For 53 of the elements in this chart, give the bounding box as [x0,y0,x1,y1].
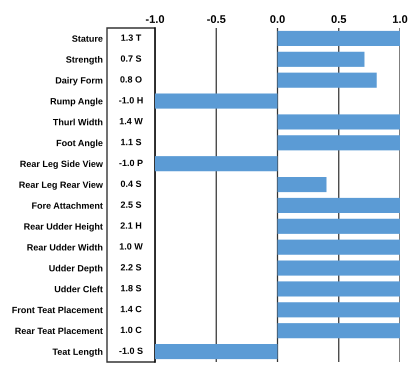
bar [278,114,400,130]
y-tick-label: Rear Udder Width [27,244,102,251]
text: 1.3 T [121,34,142,41]
text: -1.0 S [119,348,143,354]
text: 1.8 S [121,284,142,292]
bar [278,260,400,276]
y-tick-label: Dairy Form [56,76,102,86]
text: 0.7 S [120,55,142,62]
bar [278,240,400,255]
text: 2.2 S [120,264,142,270]
text: -1.0 P [119,160,143,166]
text: 1.4 C [120,306,142,312]
x-tick-label: -1.0 [146,15,164,24]
text: 1.0 C [120,326,142,334]
text: 1.0 W [120,243,143,250]
y-tick-label: Rear Leg Side View [20,160,103,169]
bar [278,135,400,150]
y-tick-label: Fore Attachment [32,202,103,209]
y-tick-label: Udder Depth [49,264,102,274]
bar [278,30,400,46]
y-tick-label: Rear Teat Placement [15,327,103,334]
bar [278,218,400,234]
bar [155,344,278,360]
bar [278,72,377,88]
x-tick-label: -0.5 [207,15,226,24]
bar [278,198,400,213]
text: 1.1 S [121,138,142,146]
y-tick-label: Rump Angle [50,98,103,106]
x-tick-label: 1.0 [392,15,408,24]
bar [155,94,278,109]
bar [278,281,400,296]
text: 1.4 W [120,118,143,124]
bar [278,177,326,192]
bar [278,52,364,67]
y-tick-label: Strength [66,56,102,64]
y-tick-label: Foot Angle [56,140,103,148]
bar [278,302,400,318]
x-tick-label: 0.0 [270,15,285,24]
text: -1.0 H [119,97,143,104]
y-tick-label: Teat Length [52,348,102,357]
y-tick-label: Rear Udder Height [24,223,103,232]
y-tick-label: Udder Cleft [54,286,103,292]
text: 0.4 S [120,180,142,187]
text: 2.5 S [120,201,142,208]
x-tick-label: 0.5 [331,15,346,24]
text: 2.1 H [120,222,142,229]
y-tick-label: Stature [72,35,103,42]
y-tick-label: Thurl Width [52,118,102,126]
y-tick-label: Rear Leg Rear View [19,181,103,190]
y-tick-label: Front Teat Placement [12,306,103,314]
bar [155,156,278,172]
text: 0.8 O [120,76,142,83]
bar [278,323,400,338]
